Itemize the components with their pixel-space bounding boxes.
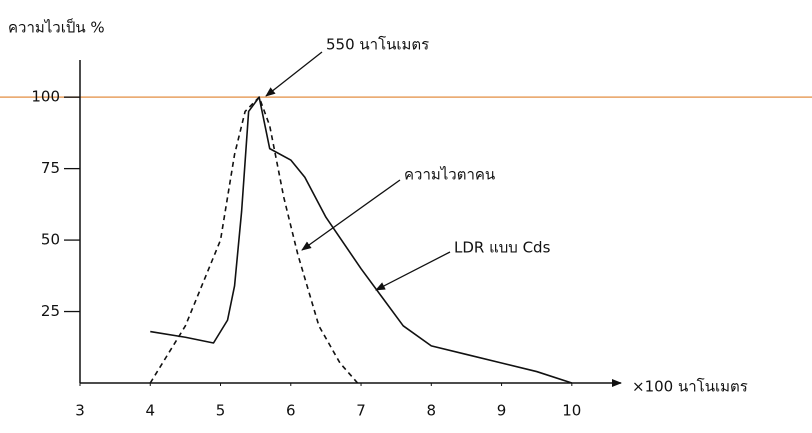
x-axis-label: ×100 นาโนเมตร — [632, 378, 748, 396]
x-tick-label: 3 — [75, 402, 85, 420]
annotation-arrow — [266, 52, 322, 96]
x-tick-label: 10 — [562, 402, 581, 420]
series-label: LDR แบบ Cds — [454, 239, 551, 257]
x-tick-label: 5 — [216, 402, 226, 420]
y-tick-label: 100 — [31, 88, 60, 106]
annotation: 550 นาโนเมตร — [326, 36, 429, 54]
series-line — [150, 97, 357, 383]
y-tick-label: 75 — [41, 159, 60, 177]
x-tick-label: 6 — [286, 402, 296, 420]
x-tick-label: 4 — [145, 402, 155, 420]
series-label: ความไวตาคน — [404, 166, 495, 184]
x-tick-label: 8 — [427, 402, 437, 420]
y-tick-label: 25 — [41, 302, 60, 320]
chart: ความไวเป็น % ×100 นาโนเมตร 550 นาโนเมตร … — [0, 0, 812, 433]
annotation-arrow — [302, 180, 400, 250]
y-tick-label: 50 — [41, 231, 60, 249]
y-axis-label: ความไวเป็น % — [8, 18, 105, 37]
x-tick-label: 7 — [356, 402, 366, 420]
x-tick-label: 9 — [497, 402, 507, 420]
annotation-arrow — [376, 252, 450, 290]
